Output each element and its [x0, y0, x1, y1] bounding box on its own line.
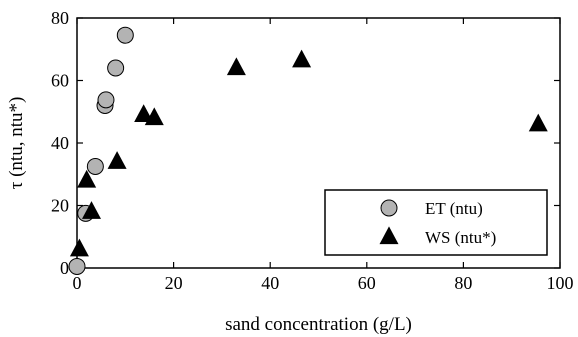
ws-data-point: [81, 201, 101, 219]
y-tick-label: 40: [51, 133, 69, 153]
x-axis: 0 20 40 60 80 100: [73, 18, 574, 293]
ws-data-point: [144, 107, 164, 126]
data-markers: [68, 26, 548, 275]
y-tick-label: 20: [51, 196, 69, 216]
et-data-point: [107, 59, 125, 77]
x-tick-label: 0: [73, 273, 82, 293]
x-tick-label: 80: [454, 273, 472, 293]
x-tick-label: 20: [165, 273, 183, 293]
et-data-point: [116, 26, 134, 44]
ws-data-point: [226, 57, 246, 76]
y-axis-title: τ (ntu, ntu*): [6, 97, 27, 190]
et-data-point: [86, 157, 104, 175]
ws-data-point: [134, 104, 154, 123]
et-data-point: [97, 91, 115, 109]
x-tick-label: 60: [358, 273, 376, 293]
ws-data-point: [107, 151, 127, 169]
ws-data-point: [528, 113, 548, 132]
legend-marker-ws: [379, 226, 399, 245]
legend-marker-et: [380, 199, 398, 217]
y-tick-label: 0: [60, 258, 69, 278]
et-data-point: [68, 257, 86, 275]
x-axis-title: sand concentration (g/L): [225, 314, 412, 335]
ws-data-point: [292, 49, 312, 68]
legend-box: [324, 189, 548, 256]
y-tick-label: 60: [51, 71, 69, 91]
legend: ET (ntu) WS (ntu*): [324, 189, 548, 256]
y-tick-label: 80: [51, 8, 69, 28]
x-tick-label: 40: [261, 273, 279, 293]
ws-data-point: [77, 169, 97, 188]
x-tick-label: 100: [547, 273, 574, 293]
legend-label-ws: WS (ntu*): [425, 228, 496, 247]
ws-data-point: [69, 238, 89, 257]
legend-label-et: ET (ntu): [425, 199, 483, 218]
plot-area: 0 20 40 60 80 100 0 20 40 60 80: [51, 8, 574, 293]
